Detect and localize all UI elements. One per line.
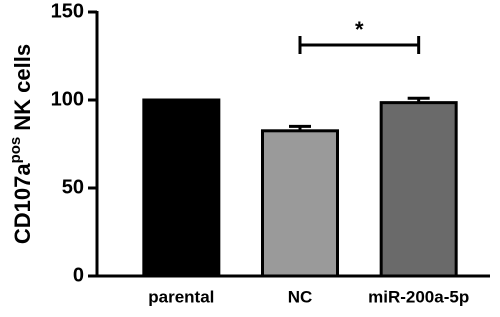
x-tick-label: miR-200a-5p xyxy=(368,287,469,306)
x-tick-label: NC xyxy=(288,287,313,306)
y-title-sup: pos xyxy=(7,137,24,164)
x-tick-label: parental xyxy=(148,287,214,306)
bar xyxy=(379,101,458,278)
bar xyxy=(142,98,221,278)
bar xyxy=(261,129,339,278)
y-tick-label: 0 xyxy=(73,264,84,286)
y-axis-title: CD107apos NK cells xyxy=(7,44,35,244)
y-title-rest: NK cells xyxy=(10,44,35,131)
sig-label: * xyxy=(355,17,364,42)
y-title-main: CD107a xyxy=(10,163,35,244)
y-tick-label: 100 xyxy=(51,88,84,110)
y-tick-label: 150 xyxy=(51,0,84,22)
y-tick-label: 50 xyxy=(62,176,84,198)
